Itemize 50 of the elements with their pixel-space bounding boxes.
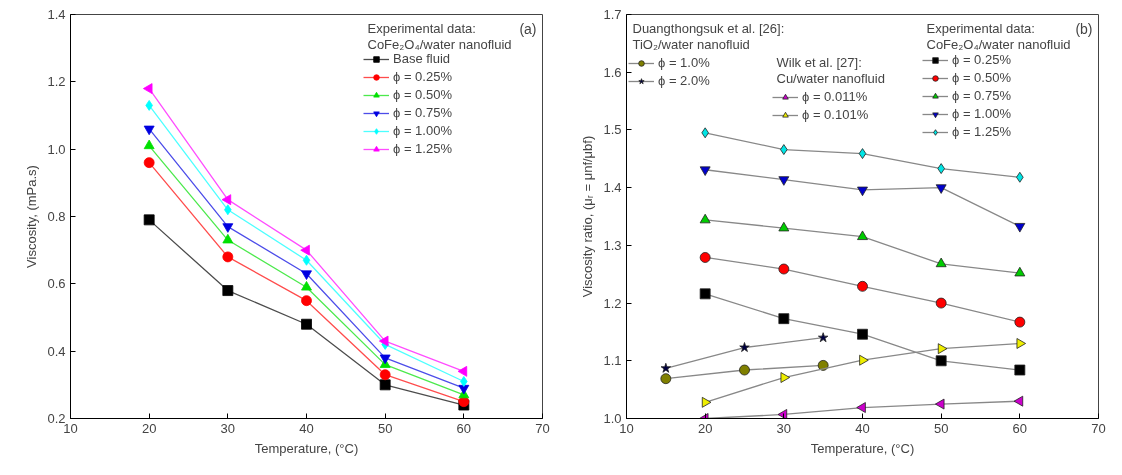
y-tick-label: 1.0 xyxy=(47,141,66,157)
x-tick-label: 70 xyxy=(1091,420,1106,436)
legend-label: ϕ = 0.25% xyxy=(952,52,1011,67)
x-tick-label: 60 xyxy=(1012,420,1028,436)
y-tick-label: 1.2 xyxy=(47,74,66,90)
y-tick-label: 1.7 xyxy=(603,7,622,22)
x-tick-label: 50 xyxy=(933,420,949,436)
legend-label: ϕ = 1.00% xyxy=(952,106,1011,121)
x-tick-label: 30 xyxy=(776,420,792,436)
y-tick-label: 1.4 xyxy=(603,180,622,196)
x-tick-label: 30 xyxy=(220,420,236,436)
y-tick-label: 0.2 xyxy=(47,411,66,426)
y-axis-title: Viscosity, (mPa.s) xyxy=(24,165,40,268)
y-tick-label: 0.6 xyxy=(47,276,66,292)
legend-title: Experimental data: CoFe₂O₄/water nanofluid xyxy=(367,20,512,52)
legend-label: ϕ = 0.101% xyxy=(802,107,869,122)
y-tick-label: 1.0 xyxy=(603,411,622,426)
x-tick-label: 70 xyxy=(535,420,550,436)
annotation: (b) xyxy=(1075,20,1093,37)
legend-label: ϕ = 1.25% xyxy=(952,124,1011,139)
legend-label: ϕ = 2.0% xyxy=(658,73,710,88)
y-tick-label: 1.3 xyxy=(603,237,622,253)
legend-label: ϕ = 0.50% xyxy=(952,70,1011,85)
x-tick-label: 10 xyxy=(63,420,78,436)
y-tick-label: 1.4 xyxy=(47,7,66,22)
legend-label: ϕ = 0.75% xyxy=(952,88,1011,103)
x-tick-label: 40 xyxy=(855,420,870,436)
y-tick-label: 1.6 xyxy=(603,64,622,80)
y-tick-label: 0.4 xyxy=(47,343,66,359)
x-tick-label: 20 xyxy=(141,420,157,436)
y-tick-label: 1.1 xyxy=(603,353,622,369)
x-axis-title: Temperature, (°C) xyxy=(254,440,359,456)
x-tick-label: 40 xyxy=(299,420,314,436)
x-tick-label: 50 xyxy=(377,420,393,436)
y-tick-label: 0.8 xyxy=(47,209,66,224)
legend-label: ϕ = 1.00% xyxy=(393,123,452,138)
legend-label: ϕ = 0.50% xyxy=(393,87,452,102)
legend-label: ϕ = 0.011% xyxy=(802,89,868,104)
x-tick-label: 60 xyxy=(456,420,472,436)
x-tick-label: 20 xyxy=(697,420,713,436)
legend-label: ϕ = 0.25% xyxy=(393,69,452,84)
annotation: (a) xyxy=(519,20,537,37)
legend-label: ϕ = 0.75% xyxy=(393,105,452,120)
y-tick-label: 1.2 xyxy=(603,295,622,311)
legend-label: Base fluid xyxy=(393,51,451,66)
x-axis-title: Temperature, (°C) xyxy=(810,440,915,456)
legend-label: ϕ = 1.25% xyxy=(393,141,452,156)
y-tick-label: 1.5 xyxy=(603,122,622,138)
y-axis-title: Viscosity ratio, (μᵣ = μnf/μbf) xyxy=(580,135,596,298)
legend-label: ϕ = 1.0% xyxy=(658,55,710,70)
